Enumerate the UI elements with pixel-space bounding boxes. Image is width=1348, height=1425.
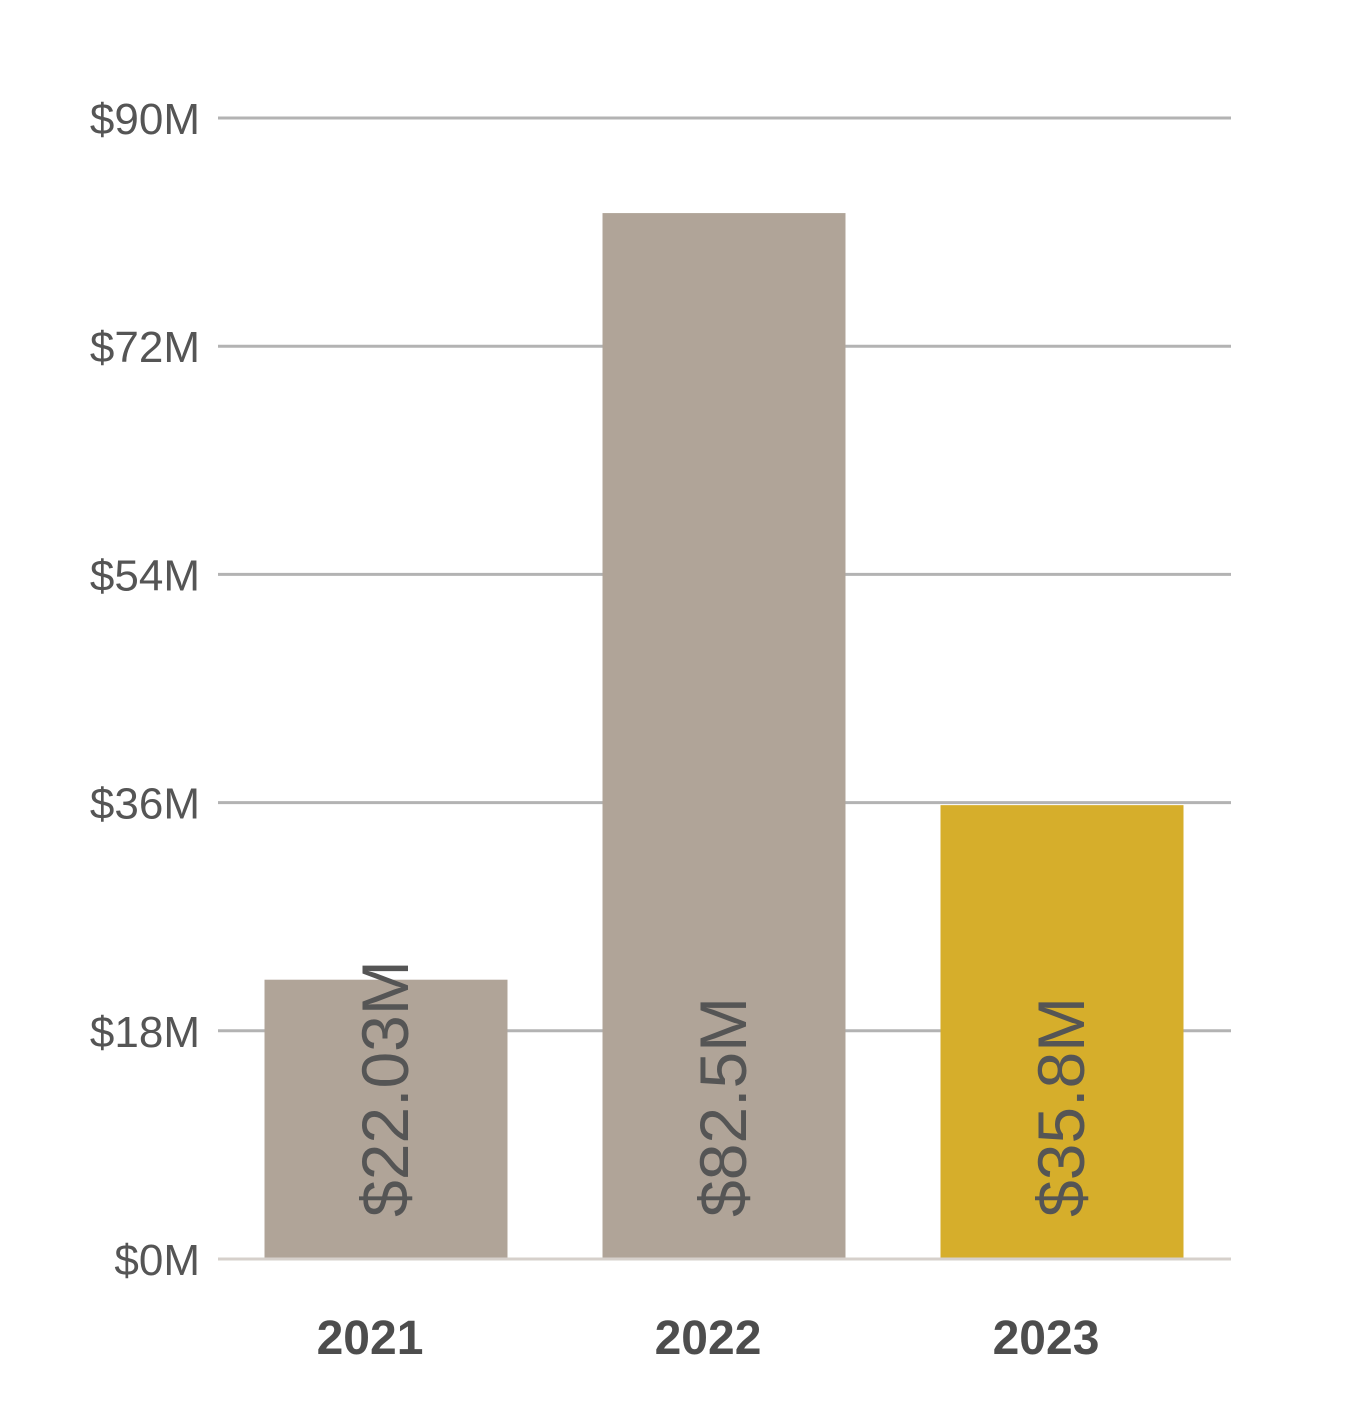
bars [264,213,1184,1259]
y-tick-label: $54M [90,551,200,600]
y-tick-label: $72M [90,323,200,372]
bar-2021 [264,979,508,1259]
y-tick-label: $0M [114,1236,200,1285]
x-tick-label: 2023 [993,1312,1100,1365]
bar-2022 [602,213,846,1259]
bar-value-label: $22.03M [348,960,422,1217]
bar-value-label: $35.8M [1024,997,1098,1217]
y-tick-label: $90M [90,95,200,144]
x-tick-label: 2022 [655,1312,762,1365]
bar-2023 [940,805,1184,1259]
y-axis-ticks: $0M $18M $36M $54M $72M $90M [90,95,200,1285]
x-tick-label: 2021 [317,1312,424,1365]
y-tick-label: $36M [90,780,200,829]
x-axis-ticks: 2021 2022 2023 [317,1312,1100,1365]
bar-value-labels: $22.03M $82.5M $35.8M [348,960,1098,1217]
bar-value-label: $82.5M [686,997,760,1217]
y-tick-label: $18M [90,1008,200,1057]
